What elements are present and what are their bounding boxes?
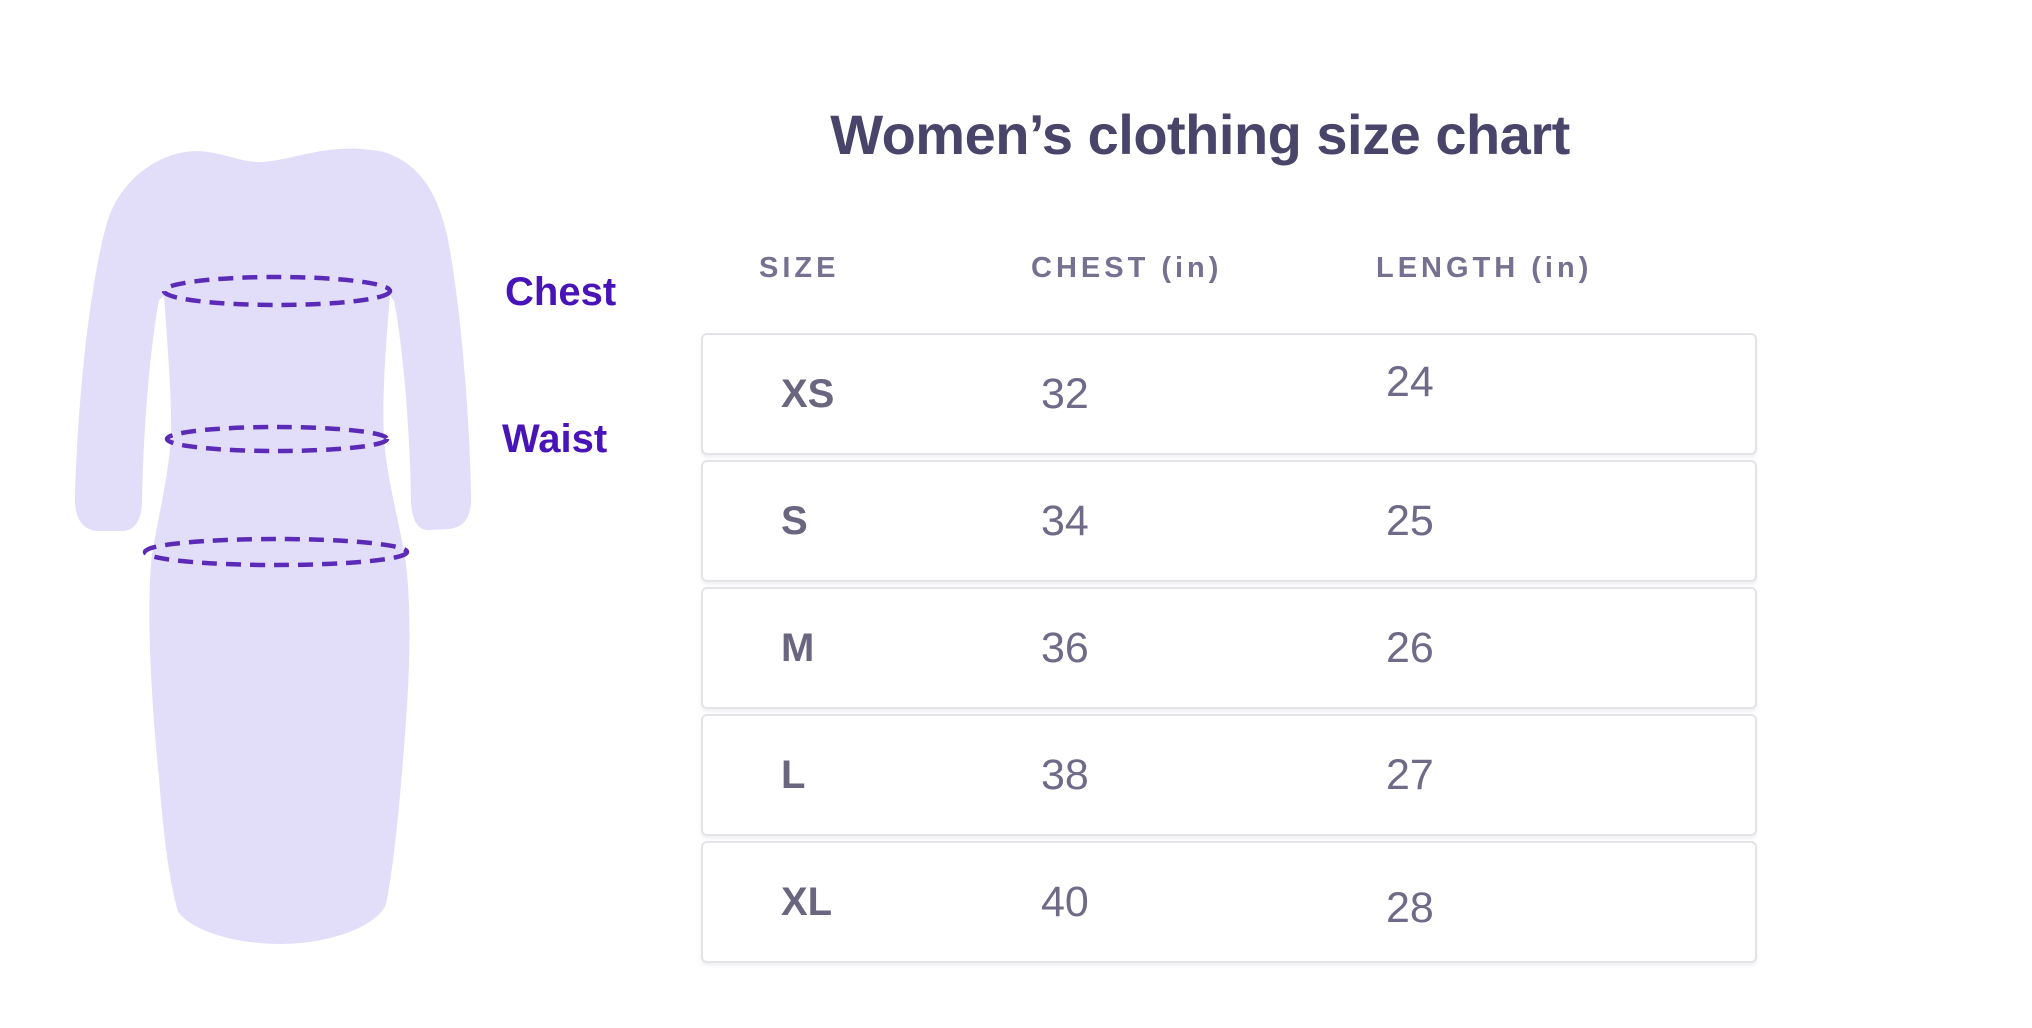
size-cell: XS [781, 372, 835, 416]
chest-cell: 38 [1041, 750, 1089, 799]
column-header-size: SIZE [759, 251, 840, 284]
waist-label: Waist [502, 417, 608, 461]
length-cell: 28 [1386, 883, 1434, 932]
waist-measure-line [164, 424, 390, 454]
chest-label: Chest [505, 270, 617, 314]
size-table: XS 32 24 S 34 25 M 36 26 L 38 27 XL 40 28 [701, 333, 1757, 968]
column-header-chest: CHEST (in) [1031, 251, 1223, 284]
size-cell: M [781, 626, 815, 670]
table-row: S 34 25 [701, 460, 1757, 582]
dress-illustration [74, 148, 472, 944]
size-cell: S [781, 499, 808, 543]
hip-measure-line [142, 536, 410, 568]
chest-cell: 40 [1041, 877, 1089, 926]
size-cell: XL [781, 880, 833, 924]
chest-cell: 36 [1041, 623, 1089, 672]
table-row: L 38 27 [701, 714, 1757, 836]
length-cell: 24 [1386, 357, 1434, 406]
table-row: XS 32 24 [701, 333, 1757, 455]
length-cell: 25 [1386, 496, 1434, 545]
column-header-length: LENGTH (in) [1376, 251, 1593, 284]
length-cell: 26 [1386, 623, 1434, 672]
chest-cell: 32 [1041, 369, 1089, 418]
chest-cell: 34 [1041, 496, 1089, 545]
chest-measure-line [161, 274, 393, 308]
length-cell: 27 [1386, 750, 1434, 799]
page-title: Women’s clothing size chart [830, 103, 1570, 166]
table-row: M 36 26 [701, 587, 1757, 709]
size-cell: L [781, 753, 806, 797]
table-header: SIZE CHEST (in) LENGTH (in) [701, 244, 1757, 292]
dress-silhouette [74, 148, 472, 944]
table-row: XL 40 28 [701, 841, 1757, 963]
